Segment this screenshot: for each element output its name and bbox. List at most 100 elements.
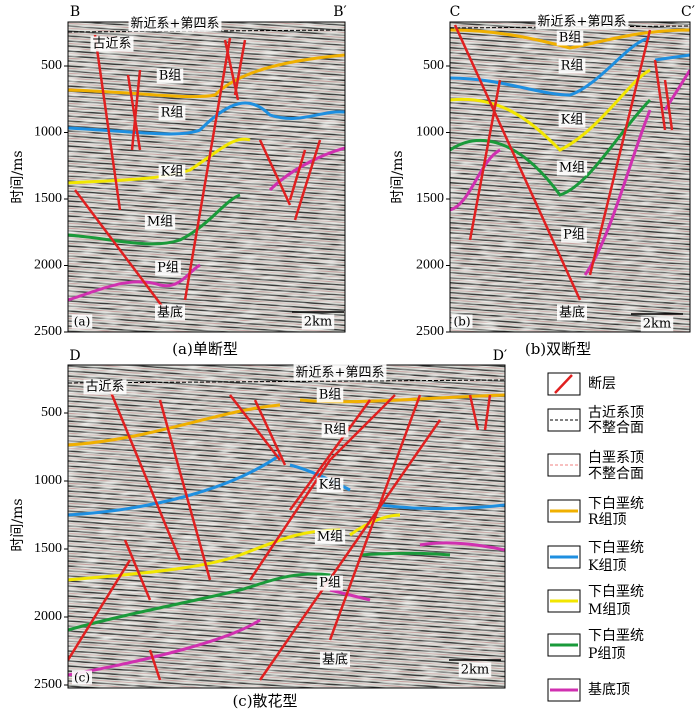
legend-label: 古近系顶 (588, 405, 644, 421)
y-tick-label: 2000 (34, 258, 62, 273)
section-end-label: C (450, 4, 461, 20)
label-background (90, 36, 134, 52)
y-tick-label: 500 (41, 405, 62, 420)
legend-label: 不整合面 (588, 420, 644, 436)
label-background (155, 260, 181, 276)
label-background (71, 314, 93, 329)
section-label: B组 (319, 388, 342, 403)
label-background (314, 529, 346, 545)
section-label: 古近系 (92, 37, 131, 52)
label-background (316, 387, 344, 403)
legend-swatches (547, 372, 581, 702)
label-background (558, 112, 586, 128)
label-background (556, 160, 588, 176)
seismic-section (450, 22, 690, 332)
section-end-label: D′ (493, 348, 507, 364)
label-background (558, 58, 586, 74)
section-label: M组 (147, 215, 173, 230)
panel-caption: (a)单断型 (172, 340, 238, 358)
label-background (451, 314, 473, 329)
section-label: 新近系+第四系 (131, 16, 220, 32)
label-background (458, 662, 492, 678)
label-background (556, 304, 588, 321)
label-background (293, 364, 387, 381)
legend-label: 白垩系顶 (588, 450, 644, 466)
label-background (144, 214, 176, 230)
legend-label: R组顶 (588, 512, 627, 528)
section-label: K组 (161, 165, 184, 180)
section-label: 新近系+第四系 (296, 365, 385, 381)
section-label: (c) (74, 671, 90, 685)
label-background (535, 13, 629, 30)
label-background (128, 15, 222, 32)
section-end-label: D (69, 348, 80, 364)
y-tick-label: 1500 (34, 191, 62, 206)
section-label: 2km (304, 315, 332, 330)
legend-label: 断层 (588, 376, 616, 392)
section-label: 基底 (322, 652, 348, 668)
legend-label: M组顶 (588, 602, 630, 618)
y-tick-label: 500 (41, 58, 62, 73)
label-background (640, 316, 674, 332)
section-label: K组 (319, 478, 342, 493)
section-label: R组 (324, 423, 347, 438)
label-background (319, 651, 351, 668)
section-label: R组 (561, 59, 584, 74)
section-label: 2km (643, 317, 671, 332)
panel-caption: (c)散花型 (232, 692, 297, 710)
label-background (158, 105, 186, 121)
y-tick-label: 1000 (34, 473, 62, 488)
y-tick-label: 1000 (34, 125, 62, 140)
legend-label: 下白垩统 (588, 540, 644, 556)
label-background (71, 670, 93, 685)
section-label: 古近系 (85, 380, 124, 395)
seismic-section (68, 22, 345, 332)
y-tick-label: 2500 (34, 324, 62, 339)
section-label: (b) (453, 315, 470, 329)
section-label: B组 (559, 31, 582, 46)
y-tick-label: 2000 (416, 258, 444, 273)
section-label: 2km (461, 663, 489, 678)
y-tick-label: 1500 (416, 191, 444, 206)
legend-label: 下白垩统 (588, 496, 644, 512)
legend-label: 不整合面 (588, 466, 644, 482)
section-label: 基底 (559, 305, 585, 321)
panel-caption: (b)双断型 (525, 340, 591, 358)
y-tick-label: 1000 (416, 125, 444, 140)
section-label: (a) (74, 315, 91, 329)
section-label: M组 (317, 530, 343, 545)
legend-label: 基底顶 (588, 681, 630, 698)
section-label: P组 (157, 261, 179, 276)
y-axis-label: 时间/ms (10, 498, 26, 551)
section-label: B组 (159, 69, 182, 84)
section-label: P组 (563, 228, 585, 243)
label-background (556, 30, 584, 46)
section-label: P组 (319, 576, 341, 591)
label-background (156, 68, 184, 84)
seismic-section (68, 365, 505, 688)
label-background (561, 227, 587, 243)
legend-label: P组顶 (588, 646, 625, 662)
y-axis-label: 时间/ms (390, 150, 406, 203)
y-axis-label: 时间/ms (10, 150, 26, 203)
section-label: M组 (559, 161, 585, 176)
y-tick-label: 500 (423, 58, 444, 73)
y-tick-label: 1500 (34, 541, 62, 556)
label-background (317, 575, 343, 591)
label-background (321, 422, 349, 438)
legend-label: K组顶 (588, 558, 626, 574)
y-tick-label: 2000 (34, 609, 62, 624)
section-label: K组 (561, 113, 584, 128)
section-label: R组 (161, 106, 184, 121)
section-end-label: C′ (681, 4, 695, 20)
label-background (154, 304, 186, 321)
label-background (83, 379, 127, 395)
label-background (158, 164, 186, 180)
section-label: 基底 (157, 305, 183, 321)
section-end-label: B (70, 4, 80, 20)
panel-frame (67, 364, 506, 689)
label-background (316, 477, 344, 493)
label-background (301, 314, 335, 330)
